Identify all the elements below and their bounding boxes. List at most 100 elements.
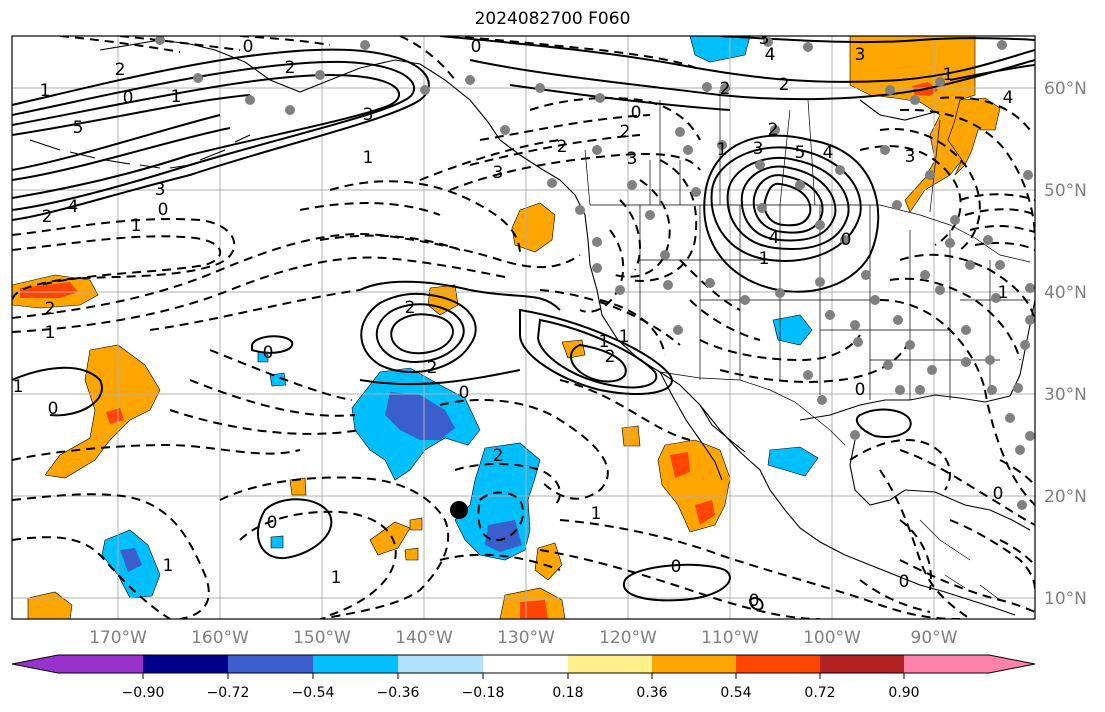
station-markers bbox=[155, 36, 1035, 510]
contour-label: 1 bbox=[759, 249, 770, 269]
longitude-labels: 170°W 160°W 150°W 140°W 130°W 120°W 110°… bbox=[89, 628, 958, 648]
contour-label: 1 bbox=[599, 332, 610, 352]
colorbar-swatch bbox=[483, 655, 568, 673]
contour-label: 5 bbox=[795, 143, 806, 163]
lon-label: 150°W bbox=[293, 628, 351, 648]
lon-label: 90°W bbox=[911, 628, 958, 648]
contour-label: 2 bbox=[45, 299, 56, 319]
contour-label: 3 bbox=[905, 147, 916, 167]
colorbar-tick-label: 0.36 bbox=[636, 685, 667, 701]
colorbar-swatch bbox=[143, 655, 228, 673]
contour-label: 1 bbox=[943, 65, 954, 85]
contour-label: 2 bbox=[768, 120, 779, 140]
lon-label: 130°W bbox=[497, 628, 555, 648]
us-mexico-border bbox=[659, 371, 846, 446]
contour-label: 0 bbox=[459, 383, 470, 403]
lon-label: 170°W bbox=[89, 628, 147, 648]
contour-label: 0 bbox=[48, 399, 59, 419]
contour-label: 2 bbox=[285, 58, 296, 78]
lat-label: 20°N bbox=[1044, 487, 1087, 507]
lon-label: 110°W bbox=[701, 628, 759, 648]
orange-anomaly-small-7 bbox=[27, 591, 73, 619]
contour-label: 1 bbox=[998, 283, 1009, 303]
contour-label: 0 bbox=[993, 484, 1004, 504]
colorbar-tick-label: 0.72 bbox=[804, 685, 835, 701]
red-anomaly-baja-n bbox=[670, 452, 690, 478]
lat-label: 10°N bbox=[1044, 589, 1087, 609]
colorbar: −0.90 −0.72 −0.54 −0.36 −0.18 0.18 0.36 … bbox=[11, 654, 1036, 701]
lon-label: 140°W bbox=[395, 628, 453, 648]
orange-anomaly-small-10 bbox=[409, 517, 423, 531]
lat-label: 40°N bbox=[1044, 283, 1087, 303]
contour-label: 2 bbox=[557, 137, 568, 157]
cyan-anomaly-north bbox=[689, 36, 751, 63]
contour-label: 1 bbox=[13, 377, 24, 397]
contour-label: 3 bbox=[759, 29, 770, 49]
lon-label: 160°W bbox=[191, 628, 249, 648]
colorbar-swatch bbox=[398, 655, 483, 673]
contour-label: 1 bbox=[363, 148, 374, 168]
colorbar-tick-label: 0.54 bbox=[720, 685, 751, 701]
graticule bbox=[12, 36, 1035, 619]
contour-label: 1 bbox=[331, 568, 342, 588]
orange-anomaly-hawaii-n bbox=[44, 344, 161, 479]
red-anomaly-small-6 bbox=[520, 600, 548, 619]
contours-dashed bbox=[12, 36, 1035, 619]
contours-solid bbox=[12, 36, 1035, 611]
coastline-alaska bbox=[99, 39, 561, 181]
contour-label: 1 bbox=[717, 140, 728, 160]
contour-label: 2 bbox=[779, 75, 790, 95]
colorbar-tick-label: −0.72 bbox=[207, 685, 250, 701]
contour-label: 0 bbox=[749, 591, 760, 611]
lon-label: 120°W bbox=[599, 628, 657, 648]
contour-label: 2 bbox=[427, 358, 438, 378]
cyan-anomaly-colorado bbox=[772, 314, 813, 346]
contour-label: 0 bbox=[243, 37, 254, 57]
red-anomaly-west-pacific bbox=[20, 282, 78, 298]
red-anomaly-baja-s bbox=[695, 500, 715, 525]
lat-label: 30°N bbox=[1044, 385, 1087, 405]
colorbar-swatch bbox=[228, 655, 313, 673]
map-panel: 0 2 1 0 1 5 2 3 1 3 4 2 0 1 0 3 2 2 0 3 … bbox=[12, 29, 1035, 619]
contour-labels: 0 2 1 0 1 5 2 3 1 3 4 2 0 1 0 3 2 2 0 3 … bbox=[13, 29, 1014, 611]
contour-label: 1 bbox=[45, 323, 56, 343]
colorbar-tick-label: −0.90 bbox=[122, 685, 165, 701]
map-title: 2024082700 F060 bbox=[474, 9, 631, 29]
contour-label: 1 bbox=[619, 327, 630, 347]
colorbar-swatch bbox=[568, 655, 652, 673]
contour-label: 0 bbox=[855, 380, 866, 400]
lat-label: 50°N bbox=[1044, 181, 1087, 201]
central-america-borders bbox=[919, 519, 1001, 601]
colorbar-ticks bbox=[142, 673, 905, 679]
orange-anomaly-small-3 bbox=[621, 425, 641, 447]
colorbar-tick-label: −0.54 bbox=[292, 685, 335, 701]
coastline-baja bbox=[659, 371, 746, 481]
coastline-west-north-america bbox=[559, 179, 1016, 616]
contour-label: 2 bbox=[493, 446, 504, 466]
colorbar-tick-label: 0.18 bbox=[552, 685, 583, 701]
cyan-anomaly-texas bbox=[767, 446, 819, 477]
colorbar-swatch bbox=[58, 655, 143, 673]
contour-label: 4 bbox=[769, 228, 780, 248]
contour-label: 3 bbox=[753, 139, 764, 159]
contour-label: 0 bbox=[267, 513, 278, 533]
orange-anomaly-small-4 bbox=[369, 521, 411, 556]
tc-position-marker bbox=[450, 501, 468, 519]
contour-label: 2 bbox=[115, 60, 126, 80]
colorbar-swatch bbox=[820, 655, 904, 673]
contour-label: 3 bbox=[627, 149, 638, 169]
colorbar-tick-label: 0.90 bbox=[888, 685, 919, 701]
blue-anomaly-central bbox=[385, 392, 455, 440]
colorbar-over-arrow bbox=[989, 655, 1035, 673]
colorbar-swatch bbox=[652, 655, 736, 673]
colorbar-tick-label: −0.36 bbox=[377, 685, 420, 701]
colorbar-under-arrow bbox=[12, 655, 58, 673]
blue-anomaly-sw bbox=[120, 548, 142, 572]
colorbar-tick-label: −0.18 bbox=[462, 685, 505, 701]
contour-label: 3 bbox=[855, 45, 866, 65]
contour-label: 4 bbox=[823, 143, 834, 163]
orange-anomaly-small-9 bbox=[404, 547, 419, 561]
contour-label: 0 bbox=[158, 200, 169, 220]
contour-label: 5 bbox=[73, 118, 84, 138]
